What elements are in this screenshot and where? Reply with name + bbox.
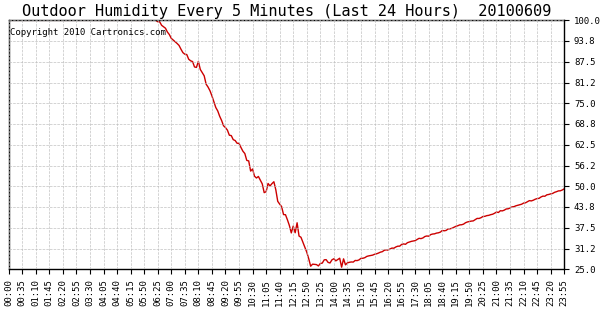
Title: Outdoor Humidity Every 5 Minutes (Last 24 Hours)  20100609: Outdoor Humidity Every 5 Minutes (Last 2… [22,4,551,19]
Text: Copyright 2010 Cartronics.com: Copyright 2010 Cartronics.com [10,28,166,37]
